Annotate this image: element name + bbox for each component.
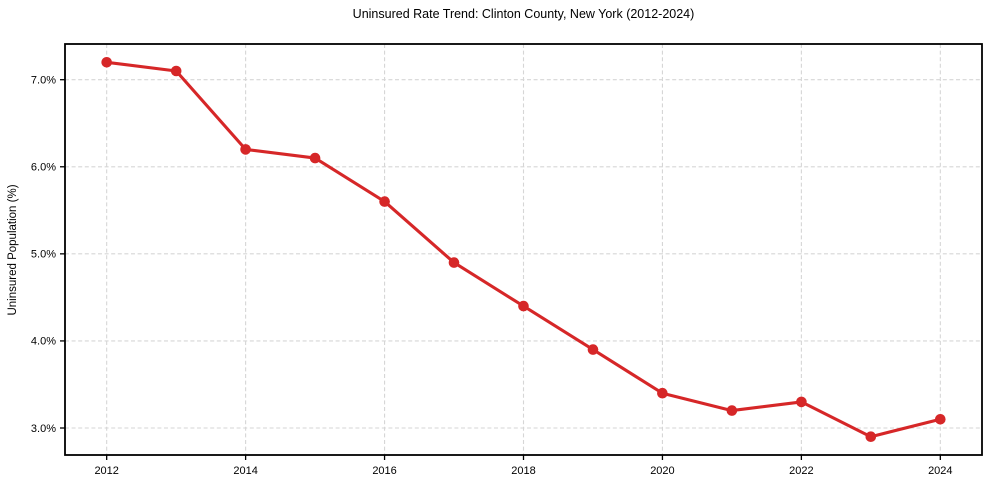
data-point-2014 — [240, 144, 251, 155]
axis-ticks — [60, 79, 941, 460]
plot-border — [64, 43, 983, 456]
data-point-2021 — [726, 405, 738, 416]
xtick-label-2016: 2016 — [372, 465, 396, 477]
ytick-label-5: 5.0% — [31, 249, 56, 261]
xtick-label-2014: 2014 — [233, 465, 257, 477]
grid-lines — [65, 44, 982, 455]
tick-labels: 3.0% 4.0% 5.0% 6.0% 7.0% 2012 2014 2016 2018 2020… — [31, 75, 953, 477]
chart-title: Uninsured Rate Trend: Clinton County, Ne… — [352, 7, 695, 21]
data-point-2017 — [448, 257, 460, 268]
xtick-label-2022: 2022 — [789, 465, 813, 477]
data-point-2022 — [796, 396, 807, 408]
data-point-2013 — [170, 65, 182, 77]
data-point-2020 — [657, 387, 668, 399]
data-point-2015 — [309, 152, 321, 164]
xtick-label-2020: 2020 — [650, 465, 674, 477]
ytick-label-3: 3.0% — [31, 423, 56, 435]
data-point-2023 — [865, 431, 877, 443]
data-point-2018 — [518, 300, 529, 312]
data-point-2012 — [101, 57, 112, 68]
data-point-2024 — [935, 414, 946, 425]
xtick-label-2018: 2018 — [511, 465, 535, 477]
data-points — [101, 57, 946, 443]
xtick-label-2024: 2024 — [928, 465, 952, 477]
ytick-label-4: 4.0% — [31, 336, 56, 348]
xtick-label-2012: 2012 — [94, 465, 118, 477]
ytick-label-7: 7.0% — [31, 75, 56, 87]
data-point-2016 — [379, 196, 390, 207]
data-point-2019 — [587, 344, 599, 355]
ytick-label-6: 6.0% — [31, 162, 56, 174]
